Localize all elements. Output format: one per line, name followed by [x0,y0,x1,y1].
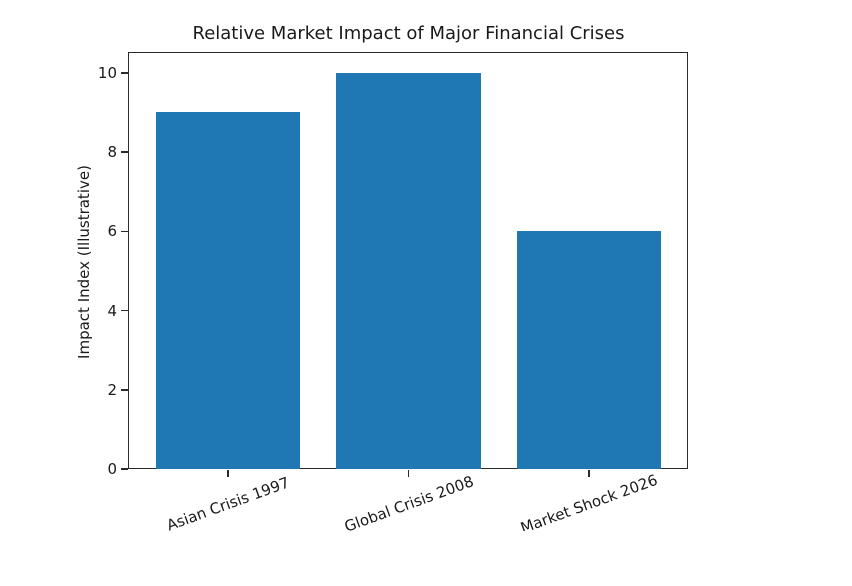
y-tick-label-5: 10 [97,63,117,82]
figure-area: Relative Market Impact of Major Financia… [75,23,688,531]
y-tick-label-4: 8 [107,143,117,162]
bar-1 [336,72,481,469]
y-tick-mark-2 [121,309,128,312]
y-tick-mark-4 [121,151,128,153]
bar-0 [156,112,301,469]
x-tick-mark-1 [407,470,410,477]
y-tick-mark-0 [121,468,128,470]
y-tick-label-1: 2 [107,380,117,399]
x-tick-label-text-1: Global Crisis 2008 [341,472,476,531]
x-tick-label-text-0: Asian Crisis 1997 [164,473,292,531]
bar-2 [516,231,661,469]
y-tick-mark-3 [121,230,128,233]
y-tick-label-2: 4 [107,301,117,320]
x-tick-mark-0 [227,470,229,477]
chart-title: Relative Market Impact of Major Financia… [192,23,625,44]
y-axis-label-text: Impact Index (Illustrative) [75,165,93,359]
y-tick-mark-1 [121,389,128,391]
y-tick-label-0: 0 [107,460,117,478]
y-tick-label-3: 6 [107,222,117,241]
y-tick-mark-5 [121,72,128,74]
x-tick-label-text-2: Market Shock 2026 [517,470,660,531]
x-tick-mark-2 [588,470,590,477]
